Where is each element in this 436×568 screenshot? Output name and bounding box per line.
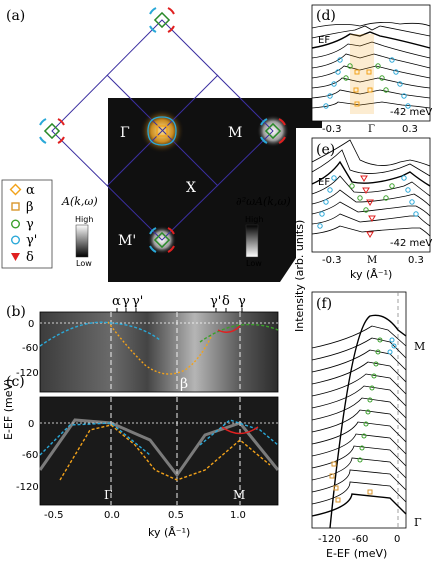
panel-b-ytick-0: 0: [28, 319, 34, 330]
brillouin-zone: [51, 19, 274, 241]
panel-b-label: (b): [6, 304, 26, 320]
panel-d: (d) EF -42 meV -0.3 Γ 0.3: [311, 4, 432, 135]
legend-entries: α β γ γ' δ: [9, 183, 37, 265]
legend-delta: δ: [26, 250, 34, 265]
colorbar-2-label: ∂²ωA(k,ω): [236, 195, 291, 208]
bc-xlabel: ky (Å⁻¹): [148, 526, 190, 539]
colorbar-2-low: Low: [246, 259, 262, 268]
m-prime-point-label: M': [118, 233, 136, 249]
beta-label: β: [180, 376, 188, 392]
panel-d-mdcs: [311, 22, 431, 109]
m-point-label: M: [228, 125, 242, 141]
gamma-point-label: Γ: [120, 125, 130, 141]
panel-e-xtick-1: M: [367, 255, 377, 266]
bz-line-2: [106, 74, 219, 187]
panel-f-xlabel: E-EF (meV): [326, 547, 387, 560]
panel-f-m: M: [414, 340, 425, 353]
bc-ylabel: E-EF (meV): [2, 379, 15, 440]
colorbar-2-high: High: [245, 215, 263, 224]
bc-xtick-2: 0.5: [168, 510, 184, 521]
diamond-icon: [9, 183, 22, 196]
panel-e-label: (e): [316, 142, 335, 158]
panel-c-gamma: Γ: [104, 488, 112, 502]
colorbar-1-label: A(k,ω): [61, 195, 98, 208]
bc-xtick-1: 0.0: [104, 510, 120, 521]
panel-f-xtick-1: -60: [352, 534, 368, 545]
panel-c-ytick-1: -60: [22, 450, 38, 461]
pocket-m-prime: [149, 227, 175, 253]
label-alpha: α: [112, 294, 121, 309]
legend-gamma: γ: [26, 217, 34, 232]
panel-f: (f) M Γ -120 -60 0: [311, 291, 425, 560]
colorbar-1-high: High: [75, 215, 93, 224]
x-point-label: X: [186, 180, 196, 196]
panel-f-gamma: Γ: [414, 516, 422, 529]
panel-c-m: M: [233, 488, 245, 502]
pocket-left: [39, 118, 65, 144]
bc-xtick-3: 1.0: [230, 510, 246, 521]
panel-d-ef: EF: [318, 35, 330, 46]
panel-f-edcs: [311, 314, 407, 529]
label-gamma: γ: [122, 294, 130, 309]
triangle-down-icon: [11, 253, 20, 261]
colorbar-1-low: Low: [76, 259, 92, 268]
panel-c-label: (c): [6, 374, 25, 390]
legend-box: [1, 179, 53, 269]
panel-d-label: (d): [316, 8, 336, 24]
panel-b-ytick-2: -120: [16, 368, 39, 379]
fermi-surface-map: [108, 98, 322, 282]
pocket-top: [149, 7, 175, 33]
panel-f-label: (f): [316, 296, 332, 312]
legend-gamma-prime: γ': [26, 233, 37, 248]
panel-d-xtick-0: -0.3: [322, 124, 342, 135]
panel-e-mdcs: [311, 139, 431, 237]
circle-icon: [10, 235, 20, 245]
colorbar-2: [245, 224, 259, 258]
panel-d-xtick-2: 0.3: [402, 124, 418, 135]
pocket-gamma: [147, 116, 177, 146]
panel-b-ytick-1: -60: [22, 343, 38, 354]
label-gamma-2: γ: [238, 294, 246, 309]
intensity-label: Intensity (arb. units): [293, 220, 306, 332]
square-icon: [11, 202, 20, 211]
panel-e: (e) EF -42 meV -0.3 M 0.3 ky (Å⁻¹): [311, 137, 432, 281]
panel-a-label: (a): [6, 8, 25, 24]
label-delta: δ: [222, 294, 230, 309]
panels-b-c: (b) (c) α γ γ' γ' δ γ: [2, 294, 280, 539]
panel-c-ytick-0: 0: [28, 419, 34, 430]
colorbar-1: [75, 224, 89, 258]
panel-d-energy: -42 meV: [390, 107, 432, 118]
panel-b-image: [39, 311, 279, 393]
panel-e-xtick-2: 0.3: [408, 255, 424, 266]
panel-d-xtick-1: Γ: [368, 124, 375, 135]
panel-e-xtick-0: -0.3: [322, 255, 342, 266]
panel-f-xtick-2: 0: [394, 534, 400, 545]
label-gamma-prime: γ': [132, 294, 143, 309]
panel-a: (a): [1, 7, 322, 282]
panel-f-frame: [311, 291, 407, 529]
panel-e-xlabel: ky (Å⁻¹): [350, 268, 392, 281]
legend-alpha: α: [26, 183, 35, 198]
circle-icon: [10, 219, 20, 229]
label-gamma-prime-2: γ': [210, 294, 221, 309]
panel-e-energy: -42 meV: [390, 238, 432, 249]
panel-e-ef: EF: [318, 177, 330, 188]
bc-xtick-0: -0.5: [44, 510, 64, 521]
pocket-m: [260, 118, 286, 144]
panel-f-xtick-0: -120: [318, 534, 341, 545]
panel-c-ytick-2: -120: [16, 482, 39, 493]
legend-beta: β: [26, 200, 34, 215]
